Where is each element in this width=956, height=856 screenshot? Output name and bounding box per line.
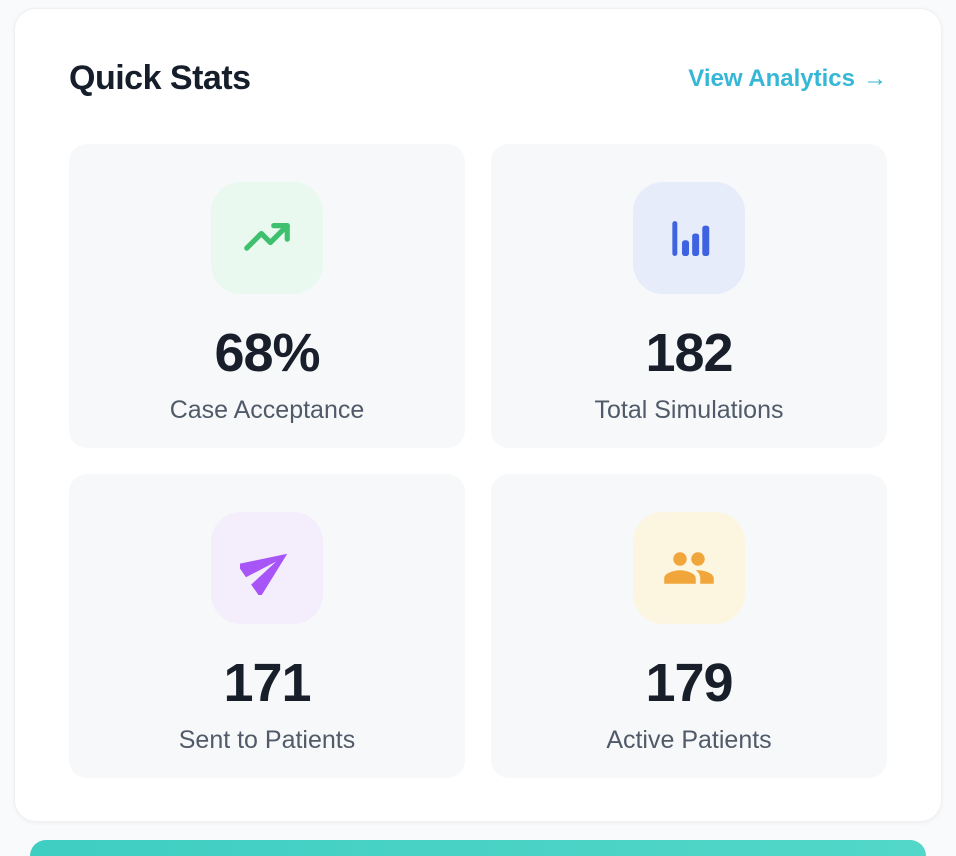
view-analytics-link[interactable]: View Analytics →: [688, 65, 887, 93]
send-icon: [211, 512, 323, 624]
stat-card-sent-to-patients: 171 Sent to Patients: [69, 474, 465, 778]
bar-chart-icon: [633, 182, 745, 294]
stat-label: Total Simulations: [594, 396, 784, 424]
stat-card-total-simulations: 182 Total Simulations: [491, 144, 887, 448]
stat-label: Case Acceptance: [169, 396, 365, 424]
stat-label: Active Patients: [606, 726, 772, 754]
trending-up-icon: [211, 182, 323, 294]
stat-card-active-patients: 179 Active Patients: [491, 474, 887, 778]
arrow-right-icon: →: [863, 64, 887, 92]
stats-grid: 68% Case Acceptance 182 Total Simulation…: [15, 144, 941, 778]
users-icon: [633, 512, 745, 624]
stat-value: 171: [223, 653, 311, 713]
card-header: Quick Stats View Analytics →: [15, 9, 941, 98]
stat-value: 179: [645, 653, 733, 713]
stat-card-case-acceptance: 68% Case Acceptance: [69, 144, 465, 448]
page-title: Quick Stats: [69, 59, 251, 97]
stat-value: 68%: [214, 323, 320, 383]
next-section-peek: [30, 840, 926, 856]
stat-label: Sent to Patients: [178, 726, 356, 754]
quick-stats-card: Quick Stats View Analytics → 68% Case Ac…: [14, 8, 942, 822]
stat-value: 182: [645, 323, 733, 383]
view-analytics-label: View Analytics: [688, 64, 855, 92]
